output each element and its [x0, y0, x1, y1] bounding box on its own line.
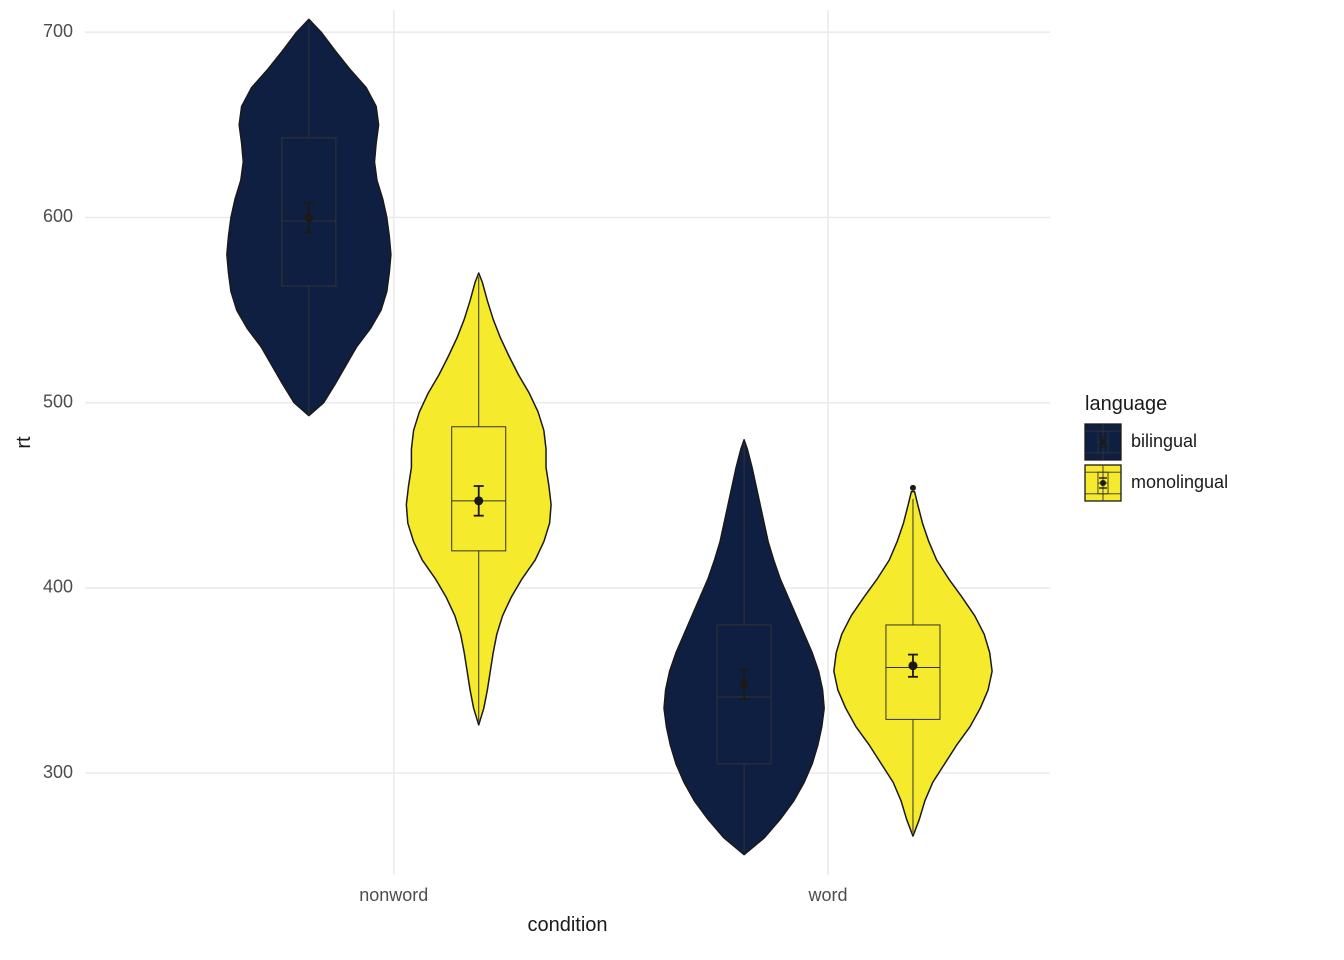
svg-text:condition: condition: [527, 914, 607, 936]
chart-svg: 300 400 500 600 700 rt nonword word condition lan…: [0, 0, 1344, 960]
svg-text:language: language: [1085, 393, 1167, 415]
svg-text:500: 500: [43, 391, 73, 411]
svg-text:rt: rt: [13, 436, 35, 449]
svg-text:monolingual: monolingual: [1131, 472, 1228, 492]
svg-text:400: 400: [43, 577, 73, 597]
violin-boxplot-chart: 300 400 500 600 700 rt nonword word condition lan…: [0, 0, 1344, 960]
svg-text:bilingual: bilingual: [1131, 431, 1197, 451]
svg-text:300: 300: [43, 762, 73, 782]
svg-text:700: 700: [43, 21, 73, 41]
svg-text:600: 600: [43, 206, 73, 226]
svg-text:word: word: [808, 885, 848, 905]
svg-text:nonword: nonword: [359, 885, 428, 905]
